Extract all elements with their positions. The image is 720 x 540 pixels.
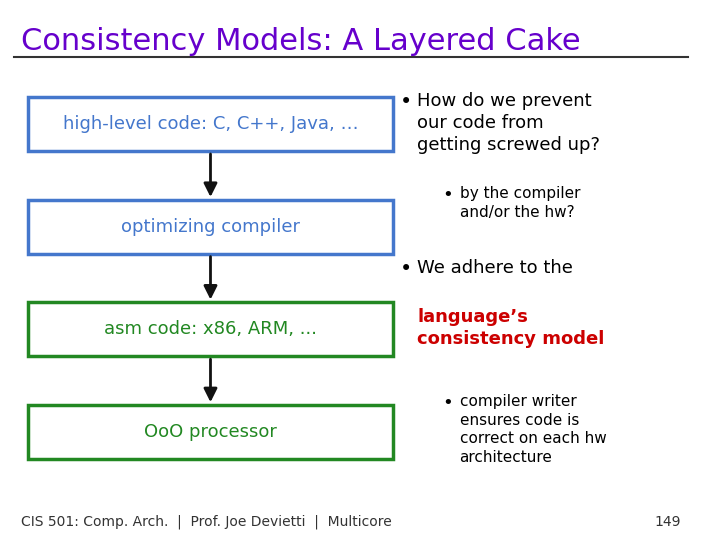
FancyBboxPatch shape bbox=[28, 405, 393, 459]
Text: language’s
consistency model: language’s consistency model bbox=[418, 308, 605, 348]
Text: We adhere to the: We adhere to the bbox=[418, 259, 573, 277]
Text: •: • bbox=[400, 92, 412, 112]
Text: CIS 501: Comp. Arch.  |  Prof. Joe Devietti  |  Multicore: CIS 501: Comp. Arch. | Prof. Joe Deviett… bbox=[21, 515, 392, 529]
Text: Consistency Models: A Layered Cake: Consistency Models: A Layered Cake bbox=[21, 27, 580, 56]
Text: compiler writer
ensures code is
correct on each hw
architecture: compiler writer ensures code is correct … bbox=[459, 394, 606, 465]
Text: asm code: x86, ARM, ...: asm code: x86, ARM, ... bbox=[104, 320, 317, 339]
Text: How do we prevent
our code from
getting screwed up?: How do we prevent our code from getting … bbox=[418, 92, 600, 154]
FancyBboxPatch shape bbox=[28, 200, 393, 254]
Text: 149: 149 bbox=[654, 515, 680, 529]
Text: •: • bbox=[442, 186, 453, 204]
Text: OoO processor: OoO processor bbox=[144, 423, 277, 441]
Text: •: • bbox=[400, 259, 412, 279]
Text: by the compiler
and/or the hw?: by the compiler and/or the hw? bbox=[459, 186, 580, 220]
FancyBboxPatch shape bbox=[28, 97, 393, 151]
Text: •: • bbox=[442, 394, 453, 412]
Text: high-level code: C, C++, Java, …: high-level code: C, C++, Java, … bbox=[63, 115, 359, 133]
FancyBboxPatch shape bbox=[28, 302, 393, 356]
Text: optimizing compiler: optimizing compiler bbox=[121, 218, 300, 236]
